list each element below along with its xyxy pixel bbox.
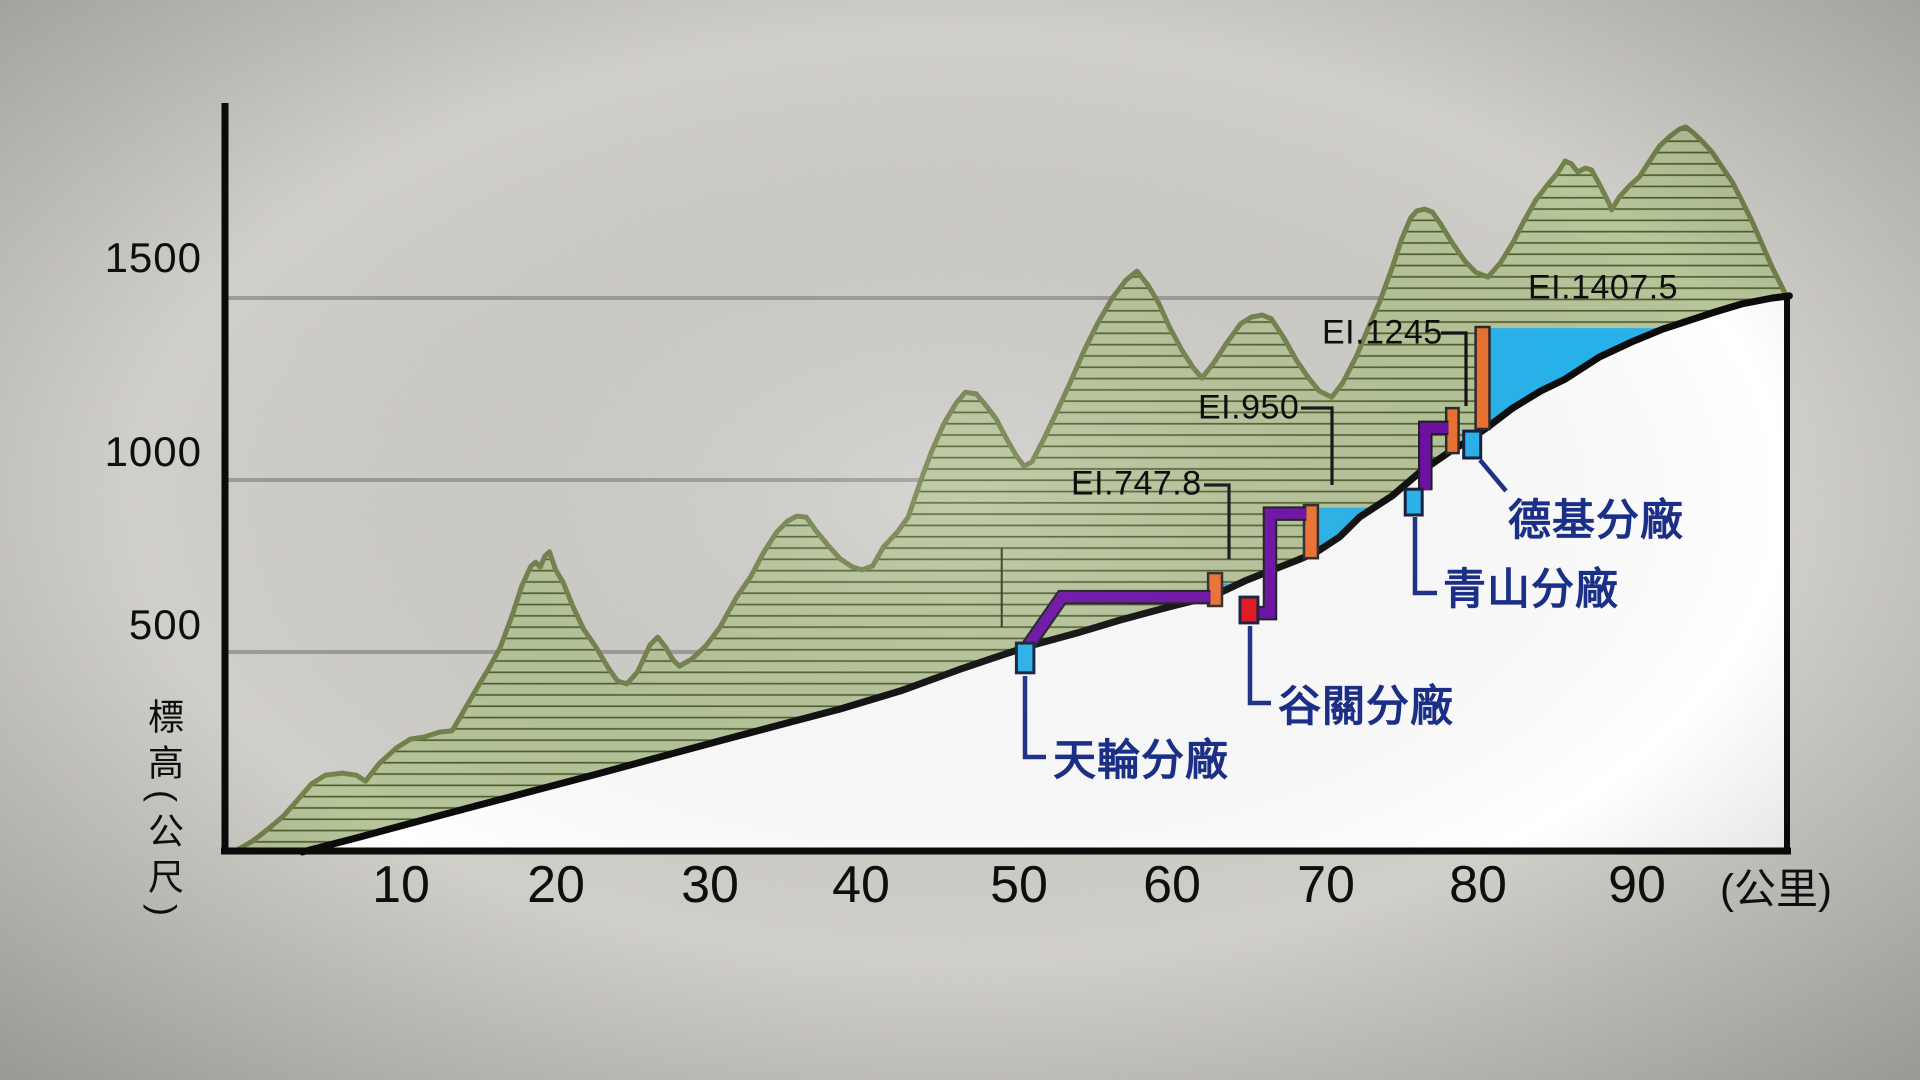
plant-label-tianlun: 天輪分廠 xyxy=(1053,737,1229,785)
y-tick-500: 500 xyxy=(128,601,202,648)
x-axis-unit-label: (公里) xyxy=(1720,865,1832,913)
x-tick-70: 70 xyxy=(1297,856,1355,914)
y-tick-1500: 1500 xyxy=(104,234,202,281)
y-axis-title: 標高(公尺) xyxy=(143,698,184,926)
elevation-callout-747: EI.747.8 xyxy=(1071,464,1202,503)
elevation-callout-1407: EI.1407.5 xyxy=(1528,268,1679,307)
x-tick-90: 90 xyxy=(1608,856,1666,914)
x-tick-20: 20 xyxy=(527,856,585,914)
plant-label-deji: 德基分廠 xyxy=(1508,497,1684,545)
x-tick-10: 10 xyxy=(372,856,430,914)
elevation-callout-950: EI.950 xyxy=(1198,388,1300,427)
x-tick-40: 40 xyxy=(832,856,890,914)
x-tick-80: 80 xyxy=(1449,856,1507,914)
elevation-callout-1245: EI.1245 xyxy=(1322,313,1443,352)
y-tick-1000: 1000 xyxy=(104,428,202,475)
x-tick-60: 60 xyxy=(1143,856,1201,914)
x-tick-30: 30 xyxy=(681,856,739,914)
x-tick-50: 50 xyxy=(990,856,1048,914)
plant-label-guguan: 谷關分廠 xyxy=(1278,683,1454,731)
plant-label-qingshan: 青山分廠 xyxy=(1443,566,1619,614)
